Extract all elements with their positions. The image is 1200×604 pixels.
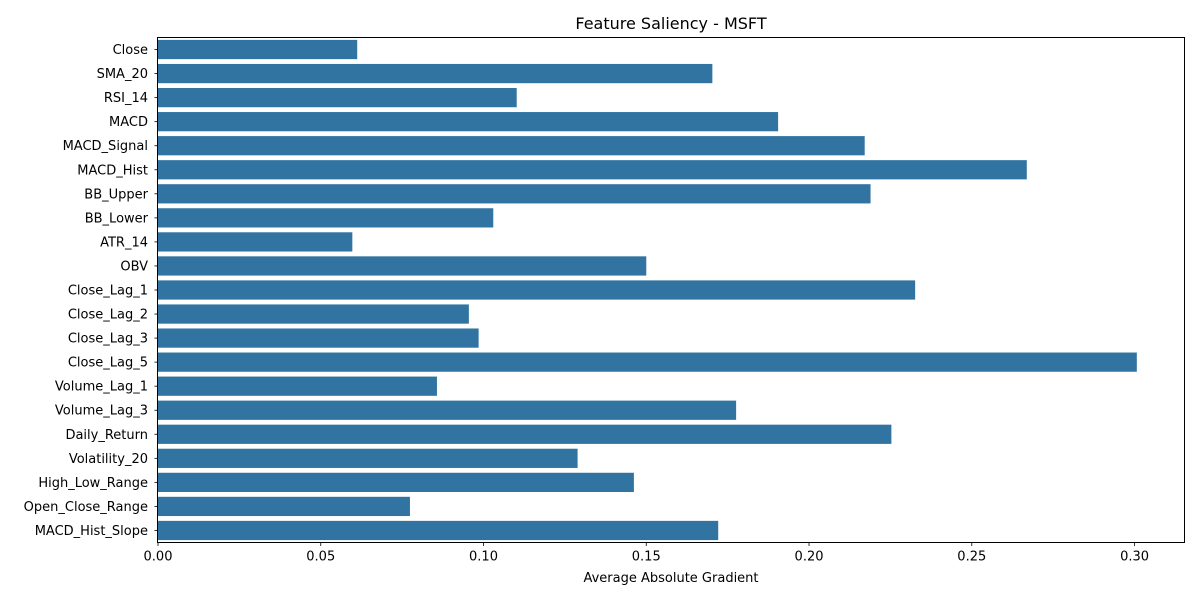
bar-sma-20 [158,63,713,84]
y-tick-label: MACD_Hist [77,163,148,178]
x-tick-label: 0.05 [306,550,335,565]
y-tick-label: Close_Lag_1 [68,284,148,299]
plot-frame [157,37,1185,543]
bar-macd [158,112,779,132]
y-tick-label: Volume_Lag_3 [55,404,148,419]
y-tick-label: MACD [109,115,148,130]
x-tick-label: 0.15 [632,550,661,565]
x-tick-label: 0.10 [469,550,498,565]
y-tick-label: Close_Lag_5 [68,356,148,371]
bar-close-lag-5 [158,352,1137,372]
bar-macd-signal [158,136,865,156]
x-tick-label: 0.30 [1120,550,1149,565]
bar-volume-lag-3 [158,400,737,420]
y-tick-label: MACD_Hist_Slope [35,524,148,539]
bar-high-low-range [158,472,634,492]
bar-bb-lower [158,208,494,228]
y-tick-label: SMA_20 [97,67,148,82]
bar-daily-return [158,424,892,444]
y-tick-label: Volume_Lag_1 [55,380,148,395]
x-tick-label: 0.20 [795,550,824,565]
y-tick-label: OBV [120,259,148,274]
bar-obv [158,256,647,276]
bar-macd-hist [158,160,1027,180]
bar-close-lag-2 [158,304,469,324]
x-tick-label: 0.00 [144,550,173,565]
y-tick-label: BB_Upper [84,187,148,202]
bar-close-lag-3 [158,328,479,348]
y-tick-label: Close_Lag_2 [68,308,148,323]
y-tick-label: Close [113,43,148,58]
x-tick-label: 0.25 [957,550,986,565]
bar-open-close-range [158,496,410,517]
y-tick-label: MACD_Signal [63,139,148,154]
chart-title: Feature Saliency - MSFT [575,14,766,33]
y-axis: Close SMA_20 RSI_14 MACD MACD_Signal MACD_His… [24,43,158,539]
x-axis-label: Average Absolute Gradient [583,571,758,586]
y-tick-label: Volatility_20 [69,452,148,467]
bar-volume-lag-1 [158,376,437,396]
y-tick-label: RSI_14 [104,91,148,106]
bar-volatility-20 [158,448,578,468]
x-axis: 0.00 0.05 0.10 0.15 0.20 0.25 0.30 [144,542,1149,565]
bar-atr-14 [158,232,353,252]
bar-macd-hist-slope [158,520,719,541]
y-tick-label: Close_Lag_3 [68,332,148,347]
y-tick-label: ATR_14 [100,235,148,250]
y-tick-label: Daily_Return [65,428,148,443]
y-tick-label: High_Low_Range [38,476,148,491]
bar-close-lag-1 [158,280,916,300]
bar-bb-upper [158,184,871,204]
bar-close [158,39,358,60]
bars-layer [158,39,1137,541]
y-tick-label: Open_Close_Range [24,500,148,515]
y-tick-label: BB_Lower [85,211,149,226]
bar-rsi-14 [158,88,517,108]
